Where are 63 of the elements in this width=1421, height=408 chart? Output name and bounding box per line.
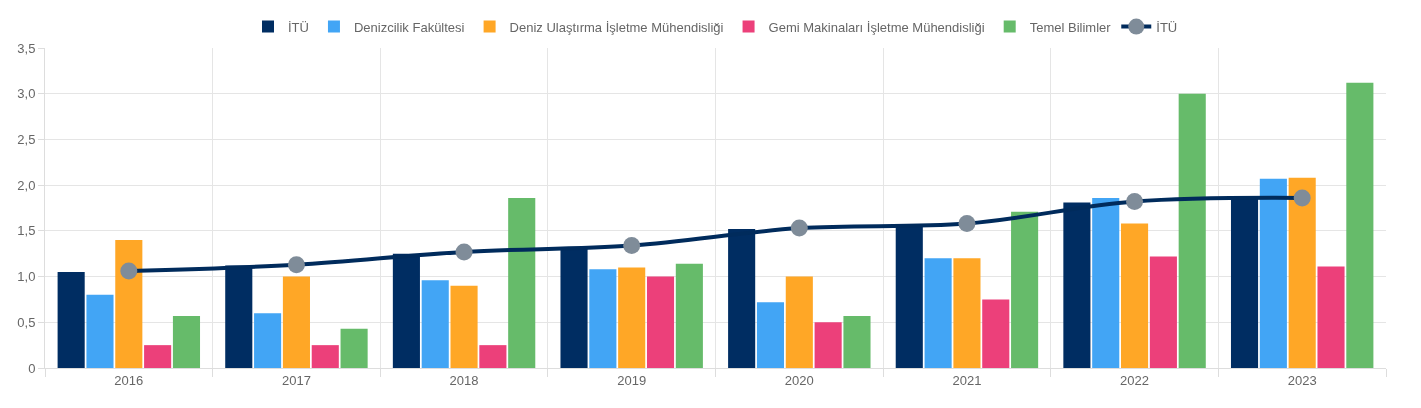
x-tick-label: 2022 [1120, 372, 1150, 388]
x-tick-label: 2017 [281, 372, 311, 388]
x-tick-label: 2018 [449, 372, 479, 388]
y-tick-label: 2,0 [17, 177, 36, 193]
bar [1011, 211, 1039, 368]
bar [953, 258, 981, 368]
bar [1259, 178, 1287, 368]
point [287, 256, 305, 274]
bar [450, 285, 478, 368]
bar [843, 315, 871, 368]
legend-label: Denizcilik Fakültesi [353, 19, 465, 35]
bar [282, 276, 310, 368]
bar [172, 315, 201, 368]
bar [1288, 177, 1316, 368]
bar [589, 269, 617, 368]
bar [1178, 93, 1206, 368]
point [455, 243, 473, 261]
bar [1149, 256, 1177, 368]
bar [508, 197, 536, 368]
bar [814, 322, 842, 368]
bar [785, 276, 813, 368]
bar [144, 345, 172, 368]
bar [982, 299, 1010, 368]
point [623, 236, 641, 254]
bar [57, 272, 85, 368]
legend-label: İTÜ [288, 19, 309, 35]
point [1126, 193, 1144, 211]
legend-label: Temel Bilimler [1029, 19, 1112, 35]
x-tick-label: 2020 [784, 372, 814, 388]
bar [1346, 82, 1374, 368]
bar [86, 294, 114, 368]
bar [924, 258, 952, 368]
x-tick-label: 2021 [952, 372, 982, 388]
bar [115, 240, 143, 368]
point [790, 219, 808, 237]
y-tick-label: 2,5 [17, 131, 36, 147]
y-tick-label: 3,5 [17, 40, 36, 56]
point [1293, 189, 1311, 207]
bar [340, 328, 368, 368]
y-tick-label: 1,0 [17, 269, 36, 285]
bar [1092, 197, 1120, 368]
bar [254, 313, 282, 368]
bar [421, 280, 449, 368]
x-tick-label: 2019 [617, 372, 647, 388]
legend-label: Gemi Makinaları İşletme Mühendisliği [768, 19, 985, 35]
point [958, 215, 976, 233]
bar [1121, 223, 1149, 368]
bar [479, 345, 507, 368]
y-tick-label: 0 [28, 360, 36, 376]
y-tick-label: 1,5 [17, 223, 36, 239]
bar [618, 267, 646, 368]
legend-label: Deniz Ulaştırma İşletme Mühendisliği [509, 19, 724, 35]
bar [675, 263, 703, 368]
bar [646, 276, 675, 368]
x-tick-label: 2016 [114, 372, 144, 388]
y-tick-label: 0,5 [17, 314, 36, 330]
x-tick-label: 2023 [1287, 372, 1317, 388]
y-tick-label: 3,0 [17, 86, 36, 102]
bar [1317, 266, 1345, 368]
legend-label: İTÜ [1156, 19, 1178, 35]
point [120, 262, 138, 280]
bar [756, 302, 785, 368]
bar [311, 345, 339, 368]
